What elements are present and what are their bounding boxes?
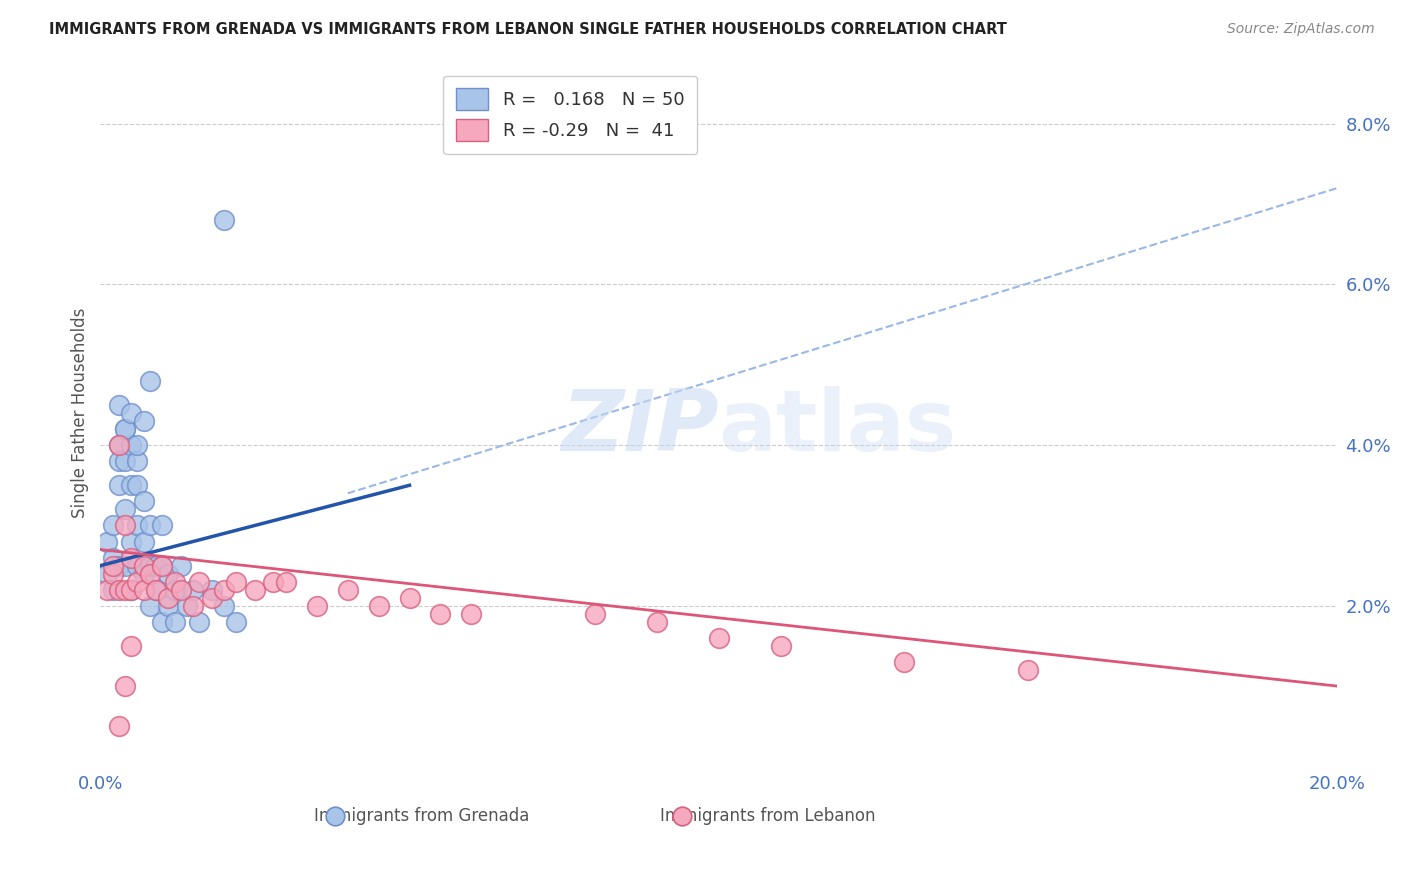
Point — [157, 599, 180, 613]
Point — [163, 615, 186, 629]
Point — [769, 639, 792, 653]
Point — [108, 438, 131, 452]
Point — [201, 582, 224, 597]
Point — [645, 615, 668, 629]
Point — [120, 550, 142, 565]
Point — [132, 534, 155, 549]
Point — [139, 566, 162, 581]
Point — [132, 558, 155, 573]
Point — [108, 438, 131, 452]
Point — [163, 574, 186, 589]
Point — [145, 558, 167, 573]
Point — [108, 478, 131, 492]
Point — [263, 574, 285, 589]
Point — [96, 566, 118, 581]
Point — [157, 566, 180, 581]
Point — [114, 422, 136, 436]
Text: atlas: atlas — [718, 385, 957, 468]
Y-axis label: Single Father Households: Single Father Households — [72, 308, 89, 518]
Point — [132, 582, 155, 597]
Point — [150, 615, 173, 629]
Point — [127, 454, 149, 468]
Point — [114, 502, 136, 516]
Point — [101, 558, 124, 573]
Point — [212, 213, 235, 227]
Point — [170, 582, 193, 597]
Point — [145, 582, 167, 597]
Point — [212, 599, 235, 613]
Point — [101, 518, 124, 533]
Point — [127, 478, 149, 492]
Point — [96, 534, 118, 549]
Point — [114, 422, 136, 436]
Point — [305, 599, 328, 613]
Point — [114, 582, 136, 597]
Point — [188, 615, 211, 629]
Point — [181, 582, 204, 597]
Point — [120, 534, 142, 549]
Point — [101, 550, 124, 565]
Point — [127, 574, 149, 589]
Point — [201, 591, 224, 605]
Text: ZIP: ZIP — [561, 385, 718, 468]
Legend: R =   0.168   N = 50, R = -0.29   N =  41: R = 0.168 N = 50, R = -0.29 N = 41 — [443, 76, 697, 154]
Point — [132, 414, 155, 428]
Point — [398, 591, 420, 605]
Text: Source: ZipAtlas.com: Source: ZipAtlas.com — [1227, 22, 1375, 37]
Point — [114, 518, 136, 533]
Point — [460, 607, 482, 621]
Point — [132, 566, 155, 581]
Point — [108, 454, 131, 468]
Text: IMMIGRANTS FROM GRENADA VS IMMIGRANTS FROM LEBANON SINGLE FATHER HOUSEHOLDS CORR: IMMIGRANTS FROM GRENADA VS IMMIGRANTS FR… — [49, 22, 1007, 37]
Point — [127, 438, 149, 452]
Point — [181, 599, 204, 613]
Point — [139, 599, 162, 613]
Point — [145, 582, 167, 597]
Point — [163, 582, 186, 597]
Point — [274, 574, 297, 589]
Point — [120, 406, 142, 420]
Point — [132, 494, 155, 508]
Point — [120, 582, 142, 597]
Text: Immigrants from Grenada: Immigrants from Grenada — [314, 807, 530, 825]
Point — [893, 655, 915, 669]
Point — [212, 582, 235, 597]
Point — [108, 582, 131, 597]
Point — [157, 591, 180, 605]
Point — [114, 454, 136, 468]
Point — [150, 558, 173, 573]
Point — [139, 374, 162, 388]
Point — [176, 599, 198, 613]
Text: Immigrants from Lebanon: Immigrants from Lebanon — [661, 807, 876, 825]
Point — [139, 518, 162, 533]
Point — [127, 558, 149, 573]
Point — [108, 398, 131, 412]
Point — [108, 719, 131, 733]
Point — [101, 566, 124, 581]
Point — [225, 574, 247, 589]
Point — [127, 518, 149, 533]
Point — [1017, 663, 1039, 677]
Point — [367, 599, 389, 613]
Point — [243, 582, 266, 597]
Point — [429, 607, 451, 621]
Point — [150, 558, 173, 573]
Point — [114, 558, 136, 573]
Point — [120, 478, 142, 492]
Point — [336, 582, 359, 597]
Point — [96, 582, 118, 597]
Point — [139, 558, 162, 573]
Point — [188, 574, 211, 589]
Point — [101, 582, 124, 597]
Point — [150, 518, 173, 533]
Point — [114, 679, 136, 693]
Point — [120, 438, 142, 452]
Point — [707, 631, 730, 645]
Point — [225, 615, 247, 629]
Point — [170, 558, 193, 573]
Point — [583, 607, 606, 621]
Point — [120, 639, 142, 653]
Point — [108, 558, 131, 573]
Point — [120, 582, 142, 597]
